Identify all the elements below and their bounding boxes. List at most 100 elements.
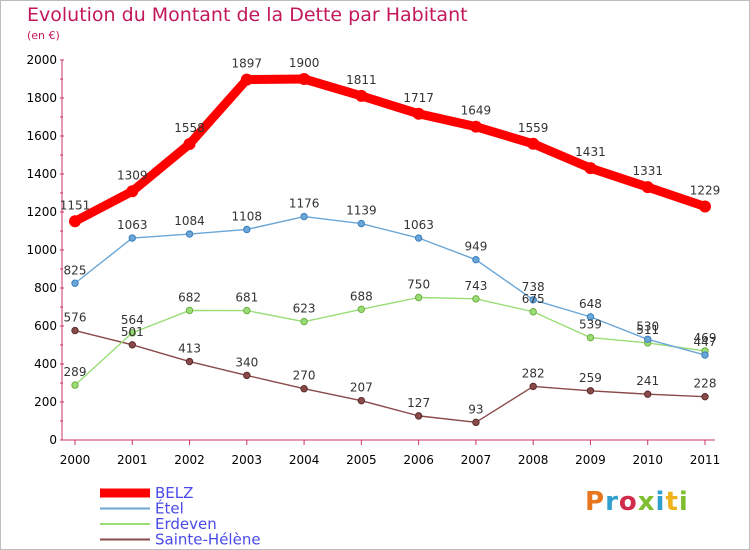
x-tick-label: 2003 (232, 453, 263, 467)
data-point-sainte-h-l-ne (128, 341, 136, 349)
data-label-belz: 1151 (60, 198, 91, 212)
data-label-erdeven: 511 (636, 323, 659, 337)
data-label-erdeven: 681 (235, 291, 258, 305)
logo-letter: i (655, 487, 666, 517)
y-tick-label: 600 (34, 319, 57, 333)
data-label-belz: 1649 (461, 104, 492, 118)
data-label-sainte-h-l-ne: 228 (694, 377, 717, 391)
data-point-erdeven (414, 293, 423, 302)
data-point--tel (701, 351, 709, 359)
data-point-belz (527, 137, 540, 150)
legend-item-sainte-h-l-ne: Sainte-Hélène (100, 531, 261, 549)
data-label-erdeven: 750 (407, 278, 430, 292)
x-tick-label: 2002 (174, 453, 205, 467)
data-label-sainte-h-l-ne: 127 (407, 396, 430, 410)
legend-label: BELZ (155, 484, 193, 502)
series-line-sainte-h-l-ne (74, 329, 706, 424)
logo-letter: i (678, 487, 689, 517)
data-point-belz (412, 107, 425, 120)
proxiti-logo: Proxiti (585, 487, 689, 517)
data-label-belz: 1559 (518, 121, 549, 135)
y-tick-label: 1400 (26, 167, 57, 181)
data-label-belz: 1331 (632, 164, 663, 178)
logo-letter: P (585, 487, 606, 517)
data-label--tel: 1063 (117, 218, 148, 232)
data-label-sainte-h-l-ne: 207 (350, 381, 373, 395)
x-tick-label: 2008 (518, 453, 549, 467)
data-label-sainte-h-l-ne: 259 (579, 371, 602, 385)
data-point--tel (529, 296, 537, 304)
data-label--tel: 1139 (346, 204, 377, 218)
data-label-sainte-h-l-ne: 241 (636, 374, 659, 388)
data-label-belz: 1811 (346, 73, 377, 87)
data-label-erdeven: 623 (293, 302, 316, 316)
data-point-erdeven (243, 306, 251, 315)
y-tick: 1200 (26, 205, 64, 219)
data-label-belz: 1897 (232, 57, 263, 71)
y-tick: 400 (34, 357, 64, 371)
y-tick-label: 400 (34, 357, 57, 371)
data-label-sainte-h-l-ne: 501 (121, 325, 144, 339)
data-point-erdeven (472, 295, 480, 303)
data-point-erdeven (71, 381, 79, 389)
data-point--tel (71, 279, 79, 287)
data-label--tel: 738 (522, 280, 545, 294)
data-label--tel: 825 (64, 263, 87, 277)
data-label-sainte-h-l-ne: 270 (293, 369, 316, 383)
x-tick: 2000 (60, 440, 91, 467)
y-tick-label: 0 (49, 433, 57, 447)
x-tick: 2008 (518, 440, 549, 467)
series-line-erdeven (74, 296, 706, 386)
data-point-sainte-h-l-ne (300, 385, 308, 393)
y-tick-label: 800 (34, 281, 57, 295)
data-label-belz: 1229 (690, 183, 721, 197)
data-point-belz (641, 181, 654, 194)
logo-letter: o (618, 487, 638, 517)
data-point-belz (183, 137, 196, 150)
data-label--tel: 949 (464, 240, 487, 254)
data-label-belz: 1717 (403, 91, 434, 105)
legend-label: Sainte-Hélène (155, 531, 261, 549)
data-point-erdeven (128, 329, 136, 337)
data-point-sainte-h-l-ne (529, 382, 537, 391)
data-point--tel (300, 212, 308, 221)
data-point--tel (357, 219, 366, 228)
data-label-belz: 1558 (174, 121, 205, 135)
x-tick-label: 2000 (60, 453, 91, 467)
data-point-sainte-h-l-ne (71, 326, 79, 335)
y-tick-label: 2000 (26, 53, 57, 67)
data-point-sainte-h-l-ne (472, 418, 480, 427)
legend-item--tel: Étel (100, 499, 184, 518)
x-tick-label: 2001 (117, 453, 148, 467)
x-tick-label: 2004 (289, 453, 320, 467)
legend-item-erdeven: Erdeven (100, 515, 217, 533)
data-point-sainte-h-l-ne (185, 357, 194, 366)
data-point-belz (126, 185, 139, 198)
x-tick: 2009 (575, 440, 606, 467)
x-tick: 2005 (346, 440, 377, 467)
y-tick-label: 1800 (26, 91, 57, 105)
data-label-belz: 1900 (289, 56, 320, 70)
y-tick: 800 (34, 281, 64, 295)
y-tick: 600 (34, 319, 64, 333)
x-tick-label: 2007 (461, 453, 492, 467)
legend-label: Étel (155, 499, 184, 518)
data-point--tel (128, 234, 136, 242)
y-tick: 1000 (26, 243, 64, 257)
data-label--tel: 1063 (403, 218, 434, 232)
data-label-sainte-h-l-ne: 413 (178, 342, 201, 356)
data-point-belz (298, 73, 311, 85)
data-point-erdeven (357, 305, 366, 313)
data-label-erdeven: 289 (64, 365, 87, 379)
data-label-sainte-h-l-ne: 340 (235, 355, 258, 369)
series-layer (69, 73, 711, 427)
x-tick-label: 2010 (632, 453, 663, 467)
data-label--tel: 447 (694, 335, 717, 349)
x-tick: 2001 (117, 440, 148, 467)
data-point-belz (469, 120, 482, 133)
x-tick: 2006 (403, 440, 434, 467)
data-point-sainte-h-l-ne (644, 390, 652, 398)
